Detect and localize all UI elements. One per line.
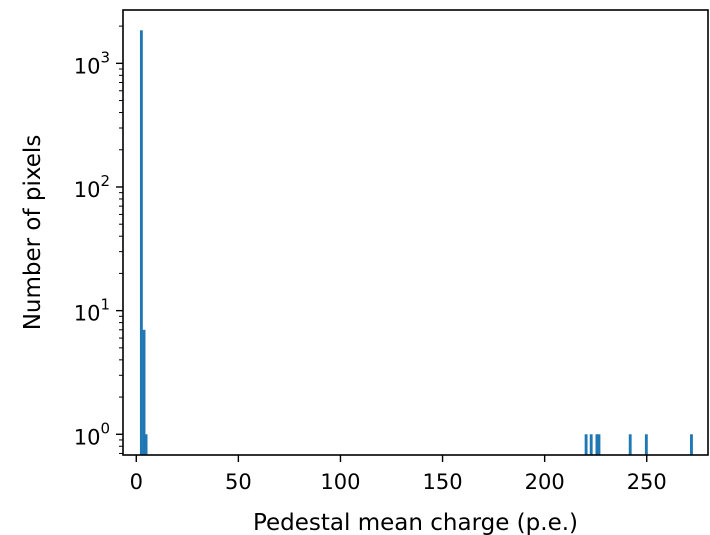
x-tick-label: 250 <box>627 470 667 494</box>
bar-5 <box>595 434 599 455</box>
x-axis-ticks: 0 50 100 150 200 250 <box>130 455 667 494</box>
x-axis-label: Pedestal mean charge (p.e.) <box>253 510 578 535</box>
plot-frame <box>122 9 709 456</box>
x-tick-label: 150 <box>423 470 463 494</box>
bars-group <box>139 30 693 455</box>
x-tick-label: 50 <box>225 470 252 494</box>
bar-1 <box>142 329 146 455</box>
y-tick-label: 100 <box>74 419 110 449</box>
bar-0 <box>139 30 143 455</box>
bar-9 <box>690 434 693 455</box>
x-tick-label: 200 <box>525 470 565 494</box>
bar-6 <box>597 434 601 455</box>
bar-7 <box>628 434 632 455</box>
x-tick-label: 100 <box>320 470 360 494</box>
bar-3 <box>584 434 588 455</box>
y-tick-label: 101 <box>74 296 110 326</box>
y-axis-label: Number of pixels <box>20 135 46 331</box>
x-tick-label: 0 <box>130 470 143 494</box>
bar-4 <box>589 434 593 455</box>
y-axis-ticks: 100 101 102 103 <box>74 25 123 454</box>
y-tick-label: 102 <box>74 172 110 202</box>
y-tick-label: 103 <box>74 48 110 78</box>
bar-2 <box>144 434 148 455</box>
bar-8 <box>644 434 648 455</box>
